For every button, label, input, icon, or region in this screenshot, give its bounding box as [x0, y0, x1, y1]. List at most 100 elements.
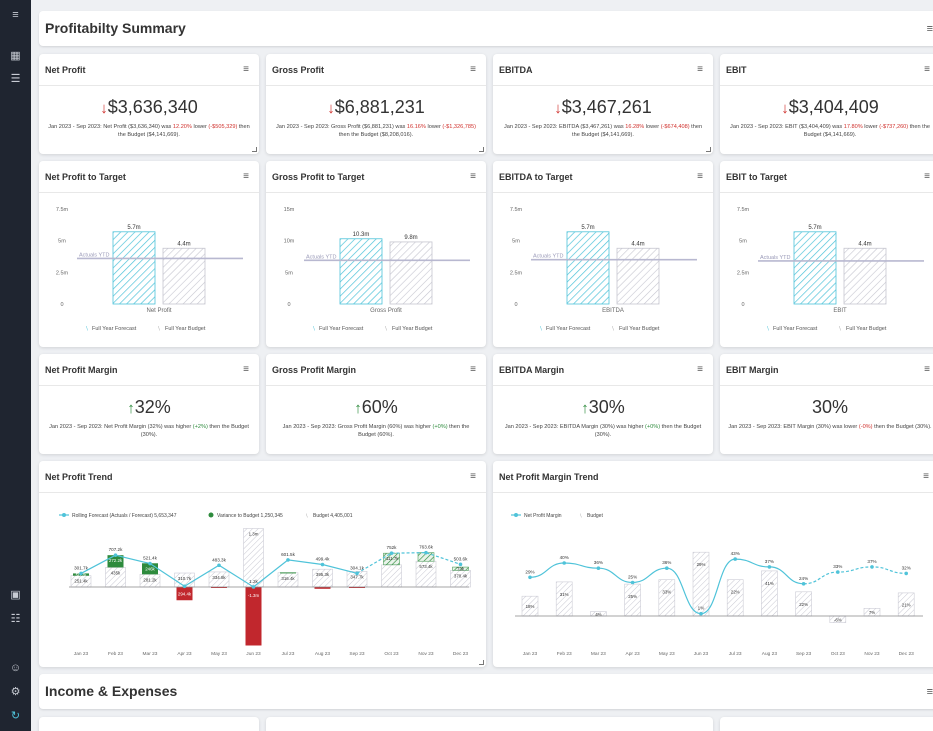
margin-value-text: 60% [361, 397, 398, 417]
kpi-description: Jan 2023 - Sep 2023: EBITDA ($3,467,261)… [501, 123, 705, 139]
margin-point [562, 561, 566, 565]
category-label: EBITDA [602, 308, 624, 314]
x-tick-label: Mar 23 [591, 651, 606, 657]
hamburger-menu-icon[interactable]: ≡ [926, 23, 933, 35]
margin-value-text: 32% [134, 397, 171, 417]
card-menu-icon[interactable]: ≡ [924, 171, 930, 182]
card-menu-icon[interactable]: ≡ [924, 364, 930, 375]
card-menu-icon[interactable]: ≡ [243, 171, 249, 182]
reports-icon[interactable]: ☰ [10, 73, 21, 85]
variance-bar [211, 587, 227, 588]
description-part: Jan 2023 - Sep 2023: EBITDA ($3,467,261)… [503, 124, 626, 130]
kpi-description: Jan 2023 - Sep 2023: Gross Profit ($6,88… [274, 123, 478, 139]
variance-bar [107, 555, 124, 568]
budget-bar [843, 247, 887, 305]
card-header: Net Profit Margin ≡ [39, 354, 259, 386]
card-menu-icon[interactable]: ≡ [697, 171, 703, 182]
legend-budget-label: Full Year Budget [392, 326, 433, 332]
category-label: Gross Profit [370, 308, 402, 314]
y-tick-label: 0 [287, 302, 290, 308]
legend-budget-label: Full Year Budget [165, 326, 206, 332]
legend-budget-label: Full Year Budget [619, 326, 660, 332]
users-icon[interactable]: ☺ [9, 662, 22, 674]
margin-point [528, 575, 532, 580]
margin-value-text: 30% [588, 397, 625, 417]
variance-data-label: 272.2k [109, 558, 123, 563]
forecast-bar [566, 231, 610, 305]
budget-data-label: 435k [111, 570, 121, 575]
forecast-point [389, 551, 394, 555]
description-part: lower [425, 124, 443, 130]
card-menu-icon[interactable]: ≡ [924, 64, 930, 75]
dashboard-grid-icon[interactable]: ▦ [10, 50, 21, 62]
resize-handle[interactable] [252, 147, 257, 152]
kpi-card-net-profit: Net Profit ≡ ↓$3,636,340 Jan 2023 - Sep 202… [39, 54, 259, 154]
card-title: Net Profit Margin [45, 365, 118, 375]
legend-forecast-label: Full Year Forecast [92, 326, 137, 332]
kpi-description: Jan 2023 - Sep 2023: EBITDA Margin (30%)… [501, 423, 705, 439]
kpi-value-text: $3,636,340 [107, 97, 198, 117]
variance-bar [176, 587, 193, 601]
x-tick-label: May 23 [659, 651, 675, 657]
resize-handle[interactable] [479, 147, 484, 152]
card-menu-icon[interactable]: ≡ [470, 471, 476, 482]
budget-data-label: 22% [799, 602, 808, 607]
legend-margin-label: Net Profit Margin [524, 513, 562, 519]
budget-data-label: 21% [902, 602, 911, 607]
net-profit-margin-trend-chart: Net Profit Margin ∖ Budget 18% 29% Jan 23 31% 4… [511, 513, 923, 657]
margin-value: 30% [720, 397, 933, 418]
settings-gear-icon[interactable]: ⚙ [10, 686, 21, 698]
legend-budget-label: Budget [587, 513, 603, 519]
description-part: (-$505,329) [208, 124, 238, 130]
card-menu-icon[interactable]: ≡ [243, 64, 249, 75]
arrow-down-icon: ↓ [554, 100, 562, 117]
target-card-3: EBIT to Target ≡ 7.5m 5m 2.5m 0 5.7m 4.4m Actual… [720, 161, 933, 347]
card-menu-icon[interactable]: ≡ [470, 171, 476, 182]
budget-value-label: 9.8m [404, 235, 417, 241]
y-tick-label: 5m [58, 239, 66, 245]
forecast-data-label: 301.7k [74, 565, 88, 570]
card-header: EBITDA ≡ [493, 54, 713, 86]
description-part: 12.20% [172, 124, 192, 130]
collapse-menu-icon[interactable]: ≡ [12, 9, 19, 21]
refresh-icon[interactable]: ↻ [10, 710, 21, 722]
margin-point [904, 571, 908, 576]
card-menu-icon[interactable]: ≡ [697, 64, 703, 75]
legend-forecast-icon: ∖ [539, 326, 543, 332]
x-tick-label: Jul 23 [729, 651, 742, 657]
variance-bar [142, 563, 158, 575]
save-icon[interactable]: ▣ [10, 589, 21, 601]
legend-forecast-icon: ∖ [766, 326, 770, 332]
variance-data-label: -111.7k [385, 556, 400, 561]
card-menu-icon[interactable]: ≡ [243, 364, 249, 375]
card-menu-icon[interactable]: ≡ [470, 364, 476, 375]
forecast-point [148, 561, 152, 566]
kpi-value-text: $6,881,231 [334, 97, 425, 117]
description-part: Jan 2023 - Sep 2023: EBITDA Margin (30%)… [504, 424, 646, 430]
resize-handle[interactable] [706, 147, 711, 152]
description-part: then the Budget ($4,141,669). [803, 124, 930, 138]
forecast-value-label: 5.7m [808, 225, 821, 231]
card-menu-icon[interactable]: ≡ [697, 364, 703, 375]
section-title: Income & Expenses [45, 683, 178, 699]
kpi-card-ebit: EBIT ≡ ↓$3,404,409 Jan 2023 - Sep 2023: EBI… [720, 54, 933, 154]
table-icon[interactable]: ☷ [10, 613, 21, 625]
margin-data-label: 32% [902, 565, 911, 570]
description-part: (+2%) [192, 424, 208, 430]
legend-budget-label: Full Year Budget [846, 326, 887, 332]
card-menu-icon[interactable]: ≡ [923, 471, 929, 482]
kpi-description: Jan 2023 - Sep 2023: Gross Profit Margin… [274, 423, 478, 439]
resize-handle[interactable] [479, 660, 484, 665]
card-header: Gross Profit Margin ≡ [266, 354, 486, 386]
forecast-data-label: 304.1k [350, 565, 364, 570]
description-part: (-$1,326,785) [442, 124, 476, 130]
x-tick-label: Jan 23 [523, 651, 538, 657]
kpi-card-gross-profit: Gross Profit ≡ ↓$6,881,231 Jan 2023 - Sep 2… [266, 54, 486, 154]
hamburger-menu-icon[interactable]: ≡ [926, 686, 933, 698]
forecast-value-label: 10.3m [353, 232, 370, 238]
card-menu-icon[interactable]: ≡ [470, 64, 476, 75]
variance-bar [280, 572, 296, 574]
card-title: Net Profit Trend [45, 472, 113, 482]
margin-point [699, 611, 703, 616]
